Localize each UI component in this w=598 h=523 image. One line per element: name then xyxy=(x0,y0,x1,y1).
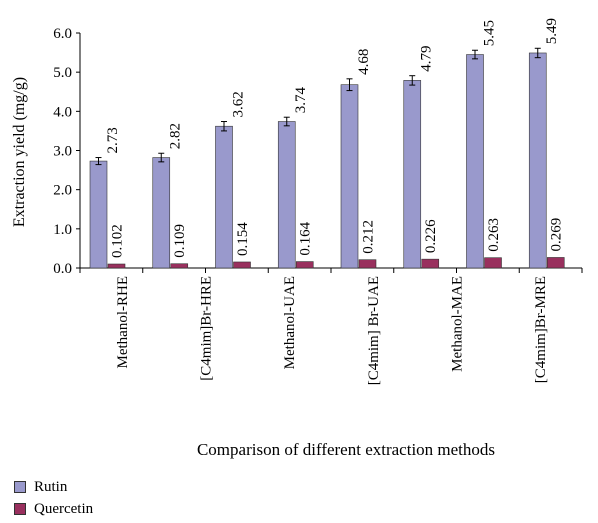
data-label-quercetin: 0.263 xyxy=(486,218,502,252)
x-tick-label: [C4mim] Br-UAE xyxy=(366,276,382,385)
legend-item-quercetin: Quercetin xyxy=(14,498,93,520)
legend-swatch-rutin xyxy=(14,481,26,493)
bar-quercetin xyxy=(358,259,377,269)
data-label-quercetin: 0.102 xyxy=(110,224,126,258)
x-axis-label: Comparison of different extraction metho… xyxy=(197,440,495,459)
legend-label-quercetin: Quercetin xyxy=(34,500,94,517)
y-tick-label: 3.0 xyxy=(53,144,72,160)
data-label-rutin: 4.79 xyxy=(419,45,435,71)
bar-rutin xyxy=(340,84,359,269)
bar-rutin xyxy=(528,52,547,269)
data-label-rutin: 4.68 xyxy=(356,49,372,75)
data-label-rutin: 5.49 xyxy=(544,18,560,44)
bar-rutin xyxy=(215,125,233,269)
x-tick-label: Methanol-MAE xyxy=(450,276,466,372)
x-tick-label: Methanol-UAE xyxy=(282,276,298,369)
data-label-quercetin: 0.226 xyxy=(423,219,439,253)
legend-swatch-quercetin xyxy=(14,503,26,515)
y-tick-label: 1.0 xyxy=(53,222,72,238)
bar-rutin xyxy=(89,160,108,269)
data-label-quercetin: 0.154 xyxy=(235,222,251,256)
data-label-quercetin: 0.109 xyxy=(172,224,188,258)
data-label-rutin: 2.73 xyxy=(105,127,121,153)
legend-item-rutin: Rutin xyxy=(14,476,93,498)
y-tick-label: 0.0 xyxy=(53,261,72,277)
legend-label-rutin: Rutin xyxy=(34,478,68,495)
bar-quercetin xyxy=(107,263,126,269)
bar-quercetin xyxy=(295,261,314,269)
bar-rutin xyxy=(466,54,484,269)
bar-quercetin xyxy=(546,257,565,269)
y-tick-label: 4.0 xyxy=(53,104,72,120)
bar-quercetin xyxy=(421,258,440,269)
bar-rutin xyxy=(277,121,296,269)
x-tick-label: Methanol-RHE xyxy=(115,276,131,368)
bar-rutin xyxy=(152,157,171,269)
data-label-rutin: 2.82 xyxy=(168,123,184,149)
y-tick-label: 2.0 xyxy=(53,183,72,199)
data-label-quercetin: 0.269 xyxy=(549,218,565,252)
y-axis-label: Extraction yield (mg/g) xyxy=(11,77,28,227)
x-tick-label: [C4mim]Br-MRE xyxy=(533,276,549,383)
bar-quercetin xyxy=(233,261,251,269)
bar-chart: Extraction yield (mg/g) 0.0 1.0 2.0 3.0 4.0 5… xyxy=(11,18,583,459)
bar-quercetin xyxy=(484,257,502,269)
legend: Rutin Quercetin xyxy=(14,476,93,520)
data-label-quercetin: 0.212 xyxy=(361,220,377,254)
data-label-rutin: 3.62 xyxy=(231,91,247,117)
y-tick-label: 6.0 xyxy=(53,26,72,42)
y-tick-label: 5.0 xyxy=(53,65,72,81)
data-label-rutin: 3.74 xyxy=(293,86,309,113)
data-label-quercetin: 0.164 xyxy=(298,221,314,255)
data-label-rutin: 5.45 xyxy=(482,20,498,46)
bar-quercetin xyxy=(170,263,189,269)
bar-rutin xyxy=(403,80,422,269)
x-tick-label: [C4mim]Br-HRE xyxy=(199,276,215,381)
